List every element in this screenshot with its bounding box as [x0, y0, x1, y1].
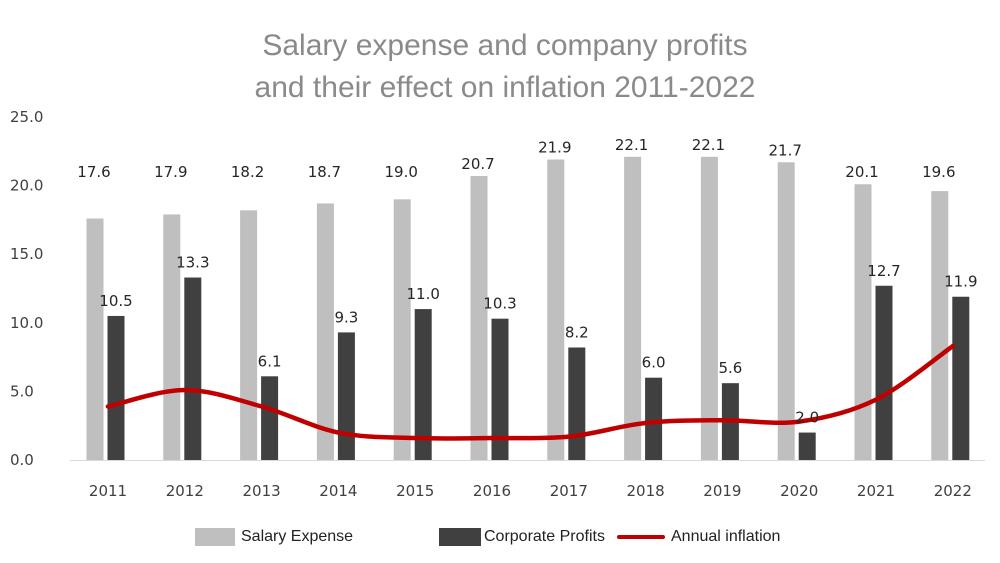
- point-annual-inflation-2017: [566, 434, 571, 439]
- legend-swatch-salary-expense: [195, 528, 235, 546]
- bar-salary-expense-2020: [777, 162, 795, 460]
- legend-item-annual-inflation: Annual inflation: [617, 526, 780, 548]
- point-annual-inflation-2015: [413, 435, 418, 441]
- data-label-corporate-profits-2016: 10.3: [483, 295, 516, 313]
- data-label-salary-expense-2012: 17.9: [154, 163, 187, 181]
- bar-corporate-profits-2011: [107, 315, 125, 460]
- point-annual-inflation-2016: [489, 435, 495, 441]
- data-label-corporate-profits-2019: 5.6: [718, 359, 742, 377]
- bar-salary-expense-2016: [470, 175, 488, 460]
- data-label-salary-expense-2017: 21.9: [538, 139, 571, 157]
- bar-salary-expense-2017: [547, 159, 565, 461]
- data-label-salary-expense-2019: 22.1: [692, 136, 725, 154]
- bar-corporate-profits-2016: [491, 318, 509, 460]
- x-tick-label-2021: 2021: [857, 482, 895, 500]
- legend-item-corporate-profits: Corporate Profits: [439, 526, 605, 548]
- legend-item-salary-expense: Salary Expense: [195, 526, 353, 548]
- bar-corporate-profits-2022: [952, 296, 970, 460]
- y-tick-label-5-0: 5.0: [10, 382, 34, 400]
- point-annual-inflation-2022: [950, 343, 955, 349]
- bar-salary-expense-2014: [316, 203, 334, 460]
- data-label-salary-expense-2015: 19.0: [384, 163, 417, 181]
- legend-label-annual-inflation: Annual inflation: [671, 528, 781, 545]
- data-label-corporate-profits-2018: 6.0: [642, 354, 666, 372]
- x-tick-label-2017: 2017: [550, 482, 588, 500]
- chart-title-line-2: and their effect on inflation 2011-2022: [254, 71, 756, 104]
- bar-corporate-profits-2015: [414, 309, 432, 460]
- point-annual-inflation-2012: [182, 387, 187, 393]
- y-tick-label-20-0: 20.0: [10, 177, 43, 195]
- bar-salary-expense-2013: [240, 210, 258, 460]
- bar-salary-expense-2021: [854, 184, 872, 460]
- chart-title-line-1: Salary expense and company profits: [262, 29, 748, 62]
- bar-salary-expense-2019: [700, 156, 718, 460]
- bar-corporate-profits-2014: [337, 332, 355, 460]
- y-tick-label-10-0: 10.0: [10, 314, 43, 332]
- data-label-corporate-profits-2013: 6.1: [258, 352, 282, 370]
- bar-corporate-profits-2021: [875, 285, 893, 460]
- point-annual-inflation-2018: [643, 420, 648, 426]
- data-label-salary-expense-2016: 20.7: [461, 155, 494, 173]
- data-label-corporate-profits-2020: 2.0: [795, 409, 819, 427]
- y-tick-label-0-0: 0.0: [10, 451, 34, 469]
- point-annual-inflation-2019: [720, 418, 725, 423]
- bar-corporate-profits-2012: [184, 277, 202, 460]
- data-label-salary-expense-2013: 18.2: [231, 163, 264, 181]
- point-annual-inflation-2020: [797, 419, 802, 424]
- point-annual-inflation-2011: [105, 404, 111, 409]
- legend-swatch-annual-inflation: [617, 535, 665, 539]
- legend-label-corporate-profits: Corporate Profits: [484, 528, 605, 545]
- data-label-corporate-profits-2011: 10.5: [99, 292, 132, 310]
- data-label-salary-expense-2014: 18.7: [308, 163, 341, 181]
- bar-corporate-profits-2013: [261, 376, 279, 460]
- y-tick-label-25-0: 25.0: [10, 108, 43, 126]
- legend-label-salary-expense: Salary Expense: [241, 528, 354, 545]
- bar-corporate-profits-2017: [568, 347, 586, 460]
- bar-salary-expense-2012: [163, 214, 181, 460]
- x-tick-label-2012: 2012: [166, 482, 204, 500]
- legend-swatch-corporate-profits: [439, 528, 481, 546]
- point-annual-inflation-2013: [259, 404, 264, 409]
- x-tick-label-2018: 2018: [627, 482, 665, 500]
- data-label-salary-expense-2018: 22.1: [615, 136, 648, 154]
- point-annual-inflation-2021: [873, 397, 879, 402]
- y-tick-label-15-0: 15.0: [10, 245, 43, 263]
- data-label-salary-expense-2011: 17.6: [77, 163, 110, 181]
- x-tick-label-2011: 2011: [89, 482, 127, 500]
- x-tick-label-2022: 2022: [934, 482, 972, 500]
- data-label-corporate-profits-2022: 11.9: [944, 273, 977, 291]
- x-tick-label-2016: 2016: [473, 482, 511, 500]
- data-label-salary-expense-2020: 21.7: [768, 141, 801, 159]
- x-tick-label-2014: 2014: [319, 482, 357, 500]
- bar-corporate-profits-2018: [645, 377, 663, 460]
- data-label-salary-expense-2021: 20.1: [845, 163, 878, 181]
- x-tick-label-2020: 2020: [780, 482, 818, 500]
- line-annual-inflation: [105, 343, 956, 441]
- data-label-corporate-profits-2012: 13.3: [176, 254, 209, 272]
- data-label-salary-expense-2022: 19.6: [922, 163, 955, 181]
- bar-salary-expense-2011: [86, 218, 104, 460]
- bar-salary-expense-2022: [931, 191, 949, 460]
- point-annual-inflation-2014: [336, 430, 341, 435]
- bar-corporate-profits-2020: [798, 432, 816, 460]
- data-label-corporate-profits-2021: 12.7: [867, 262, 900, 280]
- bar-salary-expense-2018: [624, 156, 642, 460]
- bar-salary-expense-2015: [393, 199, 411, 460]
- data-label-corporate-profits-2014: 9.3: [334, 308, 358, 326]
- data-label-corporate-profits-2017: 8.2: [565, 323, 589, 341]
- data-label-corporate-profits-2015: 11.0: [406, 285, 439, 303]
- x-tick-label-2013: 2013: [243, 482, 281, 500]
- x-tick-label-2015: 2015: [396, 482, 434, 500]
- x-tick-label-2019: 2019: [703, 482, 741, 500]
